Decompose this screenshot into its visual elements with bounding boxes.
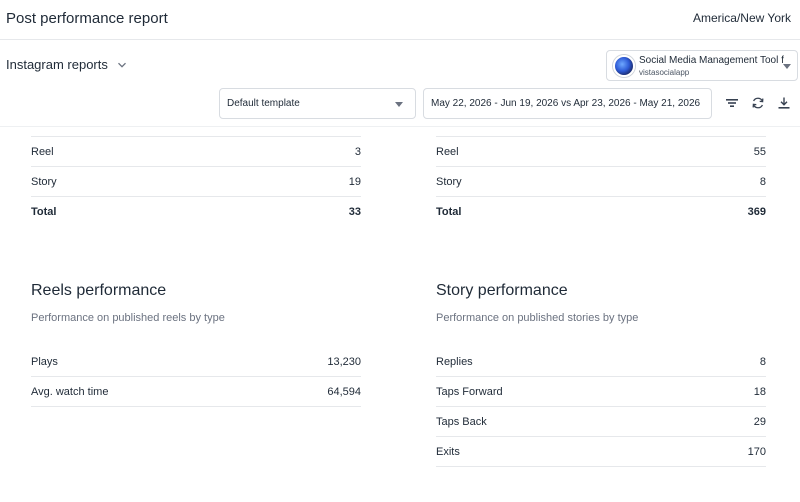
date-range-picker[interactable]: May 22, 2026 - Jun 19, 2026 vs Apr 23, 2… [423, 88, 712, 119]
table-row: Avg. watch time 64,594 [31, 377, 361, 407]
report-content[interactable]: Reel 3 Story 19 Total 33 Reel 55 Story 8… [0, 126, 800, 502]
total-row: Total 33 [31, 197, 361, 227]
total-label: Total [31, 206, 57, 218]
row-value: 13,230 [327, 356, 361, 368]
download-icon [778, 97, 790, 109]
page-title: Post performance report [6, 10, 168, 27]
table-row: Exits 170 [436, 437, 766, 467]
row-value: 19 [348, 176, 361, 188]
filter-button[interactable] [723, 94, 741, 112]
table-row: Taps Forward 18 [436, 377, 766, 407]
row-label: Replies [436, 356, 473, 368]
refresh-button[interactable] [749, 94, 767, 112]
left-posts-by-type-table: Reel 3 Story 19 Total 33 [31, 127, 361, 227]
total-value: 33 [348, 206, 361, 218]
chevron-down-icon [117, 62, 126, 68]
table-row: Taps Back 29 [436, 407, 766, 437]
table-row: Reel 3 [31, 137, 361, 167]
reports-dropdown-label: Instagram reports [6, 57, 108, 72]
row-label: Exits [436, 446, 460, 458]
row-value: 3 [354, 146, 361, 158]
reports-dropdown[interactable]: Instagram reports [6, 57, 127, 72]
table-row: Story 8 [436, 167, 766, 197]
timezone-label[interactable]: America/New York [692, 11, 791, 25]
reels-performance-section: Reels performance Performance on publish… [31, 282, 361, 407]
row-label: Avg. watch time [31, 386, 109, 398]
profile-name: Social Media Management Tool f [639, 55, 784, 66]
row-value: 8 [759, 356, 766, 368]
filter-icon [726, 99, 738, 107]
template-select-label: Default template [227, 98, 300, 109]
story-performance-section: Story performance Performance on publish… [436, 282, 766, 467]
download-button[interactable] [775, 94, 793, 112]
row-label: Story [436, 176, 462, 188]
refresh-icon [752, 97, 764, 109]
right-posts-by-type-table: Reel 55 Story 8 Total 369 [436, 127, 766, 227]
row-label: Taps Back [436, 416, 487, 428]
table-row: Story 19 [31, 167, 361, 197]
table-row: Plays 13,230 [31, 347, 361, 377]
table-row [436, 127, 766, 137]
date-range-label: May 22, 2026 - Jun 19, 2026 vs Apr 23, 2… [431, 98, 701, 109]
section-title: Story performance [436, 282, 568, 299]
row-label: Story [31, 176, 57, 188]
section-subtitle: Performance on published reels by type [31, 312, 225, 324]
top-bar: Post performance report America/New York [0, 0, 800, 40]
row-value: 170 [747, 446, 766, 458]
table-row: Replies 8 [436, 347, 766, 377]
row-label: Plays [31, 356, 58, 368]
row-value: 64,594 [327, 386, 361, 398]
row-value: 29 [753, 416, 766, 428]
total-value: 369 [747, 206, 766, 218]
total-row: Total 369 [436, 197, 766, 227]
row-label: Reel [31, 146, 54, 158]
row-value: 8 [759, 176, 766, 188]
table-row: Reel 55 [436, 137, 766, 167]
total-label: Total [436, 206, 462, 218]
table-row [31, 127, 361, 137]
profile-select[interactable]: Social Media Management Tool f vistasoci… [606, 50, 798, 81]
section-subtitle: Performance on published stories by type [436, 312, 639, 324]
avatar [613, 55, 635, 77]
row-label: Taps Forward [436, 386, 503, 398]
caret-down-icon [783, 64, 791, 69]
profile-handle: vistasocialapp [639, 68, 690, 77]
template-select[interactable]: Default template [219, 88, 416, 119]
caret-down-icon [395, 102, 403, 107]
row-value: 18 [753, 386, 766, 398]
row-value: 55 [753, 146, 766, 158]
section-title: Reels performance [31, 282, 167, 299]
row-label: Reel [436, 146, 459, 158]
